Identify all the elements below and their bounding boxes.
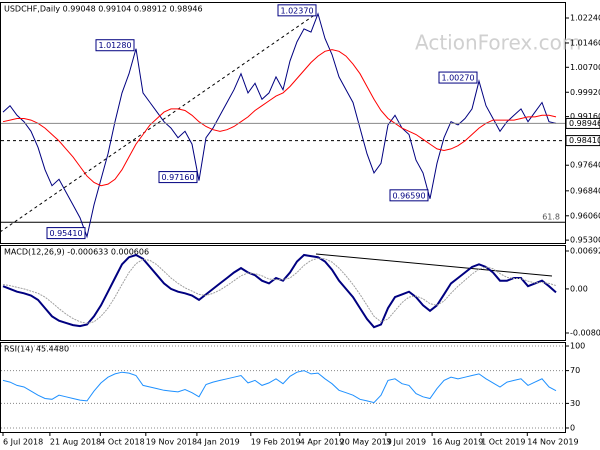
level-box <box>565 135 600 147</box>
y-tick-label: 1.02240 <box>570 14 600 23</box>
y-tick-label: 30 <box>570 399 580 408</box>
y-tick-label: 0.96840 <box>570 186 600 195</box>
macd-trend-line <box>315 253 553 277</box>
y-tick-label: 0.97640 <box>570 161 600 170</box>
trend-line <box>0 13 317 233</box>
x-tick-label: 21 Aug 2018 <box>50 438 101 447</box>
rsi-title: RSI(14) 45.4480 <box>4 345 69 354</box>
y-tick-label: 0.006927 <box>570 246 600 255</box>
last-box <box>565 117 600 129</box>
annotation-label: 1.01280 <box>98 41 131 50</box>
annotation-box <box>389 189 429 202</box>
x-tick-label: 4 Jan 2019 <box>197 438 240 447</box>
y-tick-label: 0.96060 <box>570 211 600 220</box>
annotation-box <box>46 227 86 240</box>
x-tick-label: 4 Apr 2019 <box>300 438 344 447</box>
y-tick-label: 100 <box>570 342 585 351</box>
x-tick-label: 3 Jul 2019 <box>386 438 426 447</box>
x-tick-label: 19 Nov 2018 <box>146 438 197 447</box>
rsi-panel <box>0 342 566 433</box>
annotation-label: 0.97160 <box>161 173 194 182</box>
annotation-box <box>438 71 478 84</box>
watermark: ActionForex.com <box>415 31 581 55</box>
x-tick-label: 4 Oct 2018 <box>100 438 144 447</box>
macd-panel <box>0 245 566 341</box>
x-tick-label: 20 May 2019 <box>340 438 392 447</box>
last-label: 0.98946 <box>569 119 600 128</box>
annotation-label: 1.02370 <box>280 6 313 15</box>
y-tick-label: 1.00700 <box>570 63 600 72</box>
level-label: 0.98410 <box>569 136 600 145</box>
y-tick-label: 0.00 <box>570 284 588 293</box>
annotation-box <box>158 171 198 184</box>
x-tick-label: 16 Aug 2019 <box>432 438 483 447</box>
y-tick-label: 0.95300 <box>570 236 600 245</box>
y-tick-label: 1.01460 <box>570 38 600 47</box>
annotation-box <box>277 4 317 17</box>
y-tick-label: 70 <box>570 366 580 375</box>
x-tick-label: 19 Feb 2019 <box>251 438 301 447</box>
x-tick-label: 14 Nov 2019 <box>527 438 578 447</box>
series-line <box>2 49 557 187</box>
annotation-label: 0.95410 <box>49 229 82 238</box>
y-tick-label: 0.99920 <box>570 88 600 97</box>
price-title: USDCHF,Daily 0.99048 0.99104 0.98912 0.9… <box>4 5 203 14</box>
series-line <box>2 370 557 404</box>
series-line <box>2 257 557 324</box>
series-line <box>2 12 557 239</box>
x-tick-label: 1 Oct 2019 <box>481 438 525 447</box>
y-tick-label: 0.99160 <box>570 112 600 121</box>
fib-label: 61.8 <box>542 213 560 222</box>
annotation-label: 1.00270 <box>441 74 474 83</box>
annotation-box <box>95 39 135 52</box>
macd-title: MACD(12,26,9) -0.000633 0.000606 <box>4 248 149 257</box>
y-tick-label: 0 <box>570 423 575 432</box>
annotation-label: 0.96590 <box>392 191 425 200</box>
y-tick-label: -0.008049 <box>570 328 600 337</box>
x-tick-label: 6 Jul 2018 <box>3 438 43 447</box>
